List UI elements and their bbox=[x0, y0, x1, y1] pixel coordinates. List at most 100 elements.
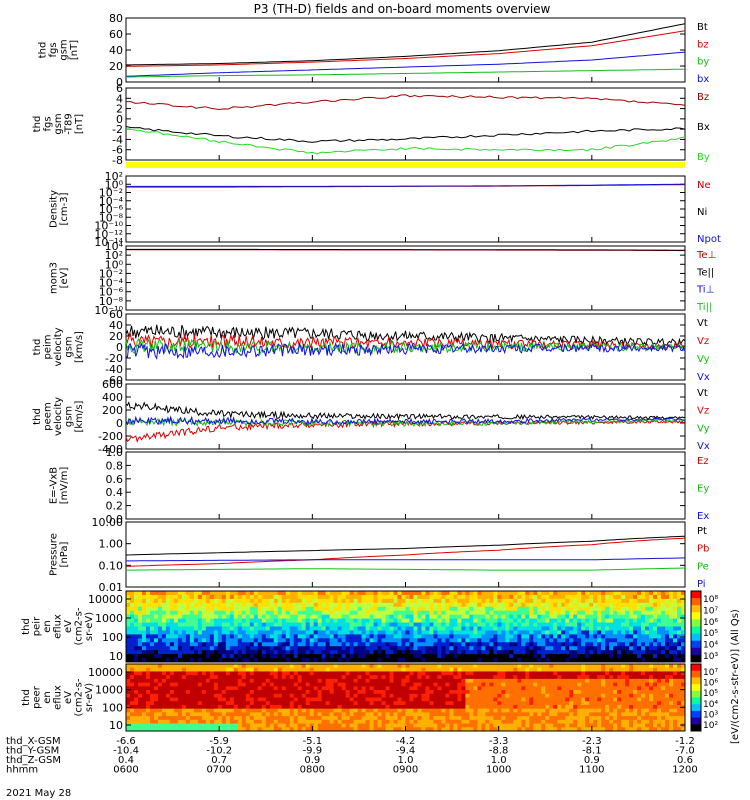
spec-cell bbox=[329, 704, 335, 710]
spec-cell bbox=[149, 664, 155, 669]
spec-cell bbox=[137, 618, 143, 623]
spec-cell bbox=[233, 675, 239, 680]
spec-cell bbox=[373, 646, 378, 651]
spec-cell bbox=[565, 638, 570, 643]
spec-cell bbox=[293, 591, 299, 596]
spec-cell bbox=[453, 642, 458, 647]
spec-cell bbox=[249, 650, 255, 655]
spec-cell bbox=[505, 614, 510, 620]
spec-cell bbox=[469, 693, 474, 698]
spec-cell bbox=[513, 690, 518, 695]
spec-cell bbox=[393, 667, 398, 672]
y-tick-label: 40 bbox=[109, 319, 123, 332]
spec-cell bbox=[493, 606, 498, 612]
spec-cell bbox=[217, 622, 223, 627]
spec-cell bbox=[361, 610, 366, 616]
spec-cell bbox=[341, 646, 347, 651]
spec-cell bbox=[349, 642, 354, 647]
spec-cell bbox=[521, 708, 526, 713]
spec-cell bbox=[277, 638, 283, 643]
spec-cell bbox=[289, 638, 295, 643]
spec-cell bbox=[373, 697, 378, 702]
spec-cell bbox=[365, 654, 370, 659]
spec-cell bbox=[481, 686, 486, 691]
spec-cell bbox=[665, 708, 670, 713]
spec-cell bbox=[297, 646, 303, 651]
spec-cell bbox=[241, 606, 247, 612]
spec-cell bbox=[677, 594, 682, 600]
spec-cell bbox=[581, 646, 586, 651]
spec-cell bbox=[245, 598, 251, 604]
spec-cell bbox=[149, 708, 155, 713]
spec-cell bbox=[453, 686, 458, 691]
spec-cell bbox=[545, 712, 550, 717]
spec-cell bbox=[653, 646, 658, 651]
spec-cell bbox=[541, 712, 546, 717]
spec-cell bbox=[269, 598, 275, 604]
spec-cell bbox=[481, 630, 486, 635]
spec-cell bbox=[605, 664, 610, 669]
spec-cell bbox=[637, 626, 642, 631]
spec-cell bbox=[413, 638, 418, 643]
spec-cell bbox=[613, 678, 618, 684]
spec-cell bbox=[529, 678, 534, 684]
spec-cell bbox=[661, 594, 666, 600]
spec-cell bbox=[661, 671, 666, 676]
spec-cell bbox=[317, 716, 323, 721]
spec-cell bbox=[493, 634, 498, 639]
spec-cell bbox=[421, 650, 426, 655]
spec-cell bbox=[617, 678, 622, 684]
spec-cell bbox=[513, 602, 518, 608]
spec-cell bbox=[329, 667, 335, 672]
spec-cell bbox=[333, 716, 339, 721]
spec-cell bbox=[497, 678, 502, 684]
legend-entry: Ni bbox=[697, 207, 707, 218]
spec-cell bbox=[629, 682, 634, 687]
spec-cell bbox=[405, 610, 410, 616]
spec-cell bbox=[401, 638, 406, 643]
spec-cell bbox=[601, 626, 606, 631]
spec-cell bbox=[485, 598, 490, 604]
spec-cell bbox=[149, 642, 155, 647]
spec-cell bbox=[601, 654, 606, 659]
spec-cell bbox=[169, 614, 175, 620]
spec-cell bbox=[325, 671, 331, 676]
spec-cell bbox=[253, 704, 259, 710]
spec-cell bbox=[465, 671, 470, 676]
spec-cell bbox=[141, 622, 147, 627]
spec-cell bbox=[661, 704, 666, 710]
spec-cell bbox=[129, 594, 135, 600]
spec-cell bbox=[126, 622, 131, 627]
spec-cell bbox=[353, 630, 358, 635]
spec-cell bbox=[529, 618, 534, 623]
spec-cell bbox=[389, 610, 394, 616]
spec-cell bbox=[133, 591, 139, 596]
spec-cell bbox=[653, 693, 658, 698]
spec-cell bbox=[345, 686, 350, 691]
spec-cell bbox=[417, 618, 422, 623]
spec-cell bbox=[277, 602, 283, 608]
spec-cell bbox=[353, 650, 358, 655]
spec-cell bbox=[329, 591, 335, 596]
spec-cell bbox=[501, 618, 506, 623]
spec-cell bbox=[417, 610, 422, 616]
spec-cell bbox=[661, 701, 666, 706]
spec-cell bbox=[553, 610, 558, 616]
spec-cell bbox=[241, 658, 247, 663]
y-tick-label: -20 bbox=[105, 352, 123, 365]
spec-cell bbox=[585, 591, 590, 596]
spec-cell bbox=[609, 658, 614, 663]
spec-cell bbox=[301, 704, 307, 710]
spec-cell bbox=[533, 630, 538, 635]
spec-cell bbox=[165, 693, 171, 698]
spec-cell bbox=[633, 690, 638, 695]
spec-cell bbox=[197, 667, 203, 672]
spec-cell bbox=[593, 664, 598, 669]
spec-cell bbox=[673, 598, 678, 604]
spec-cell bbox=[305, 630, 311, 635]
spec-cell bbox=[365, 693, 370, 698]
spec-cell bbox=[305, 708, 311, 713]
spec-cell bbox=[409, 634, 414, 639]
spec-cell bbox=[269, 686, 275, 691]
spec-cell bbox=[273, 630, 279, 635]
